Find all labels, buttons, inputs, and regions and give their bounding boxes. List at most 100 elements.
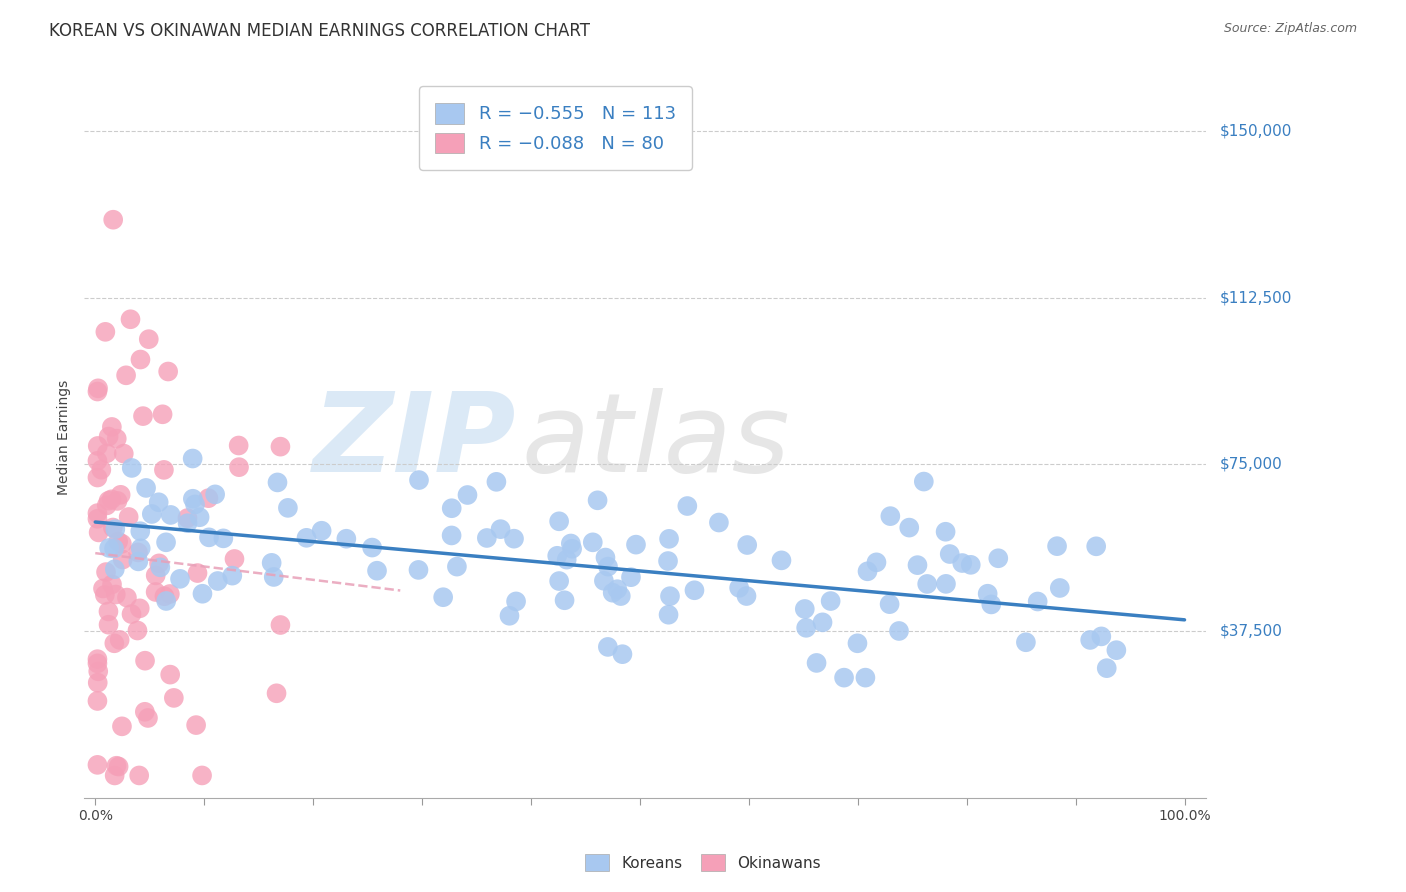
Point [186, 566, 208, 580]
Point [485, 475, 508, 489]
Point [561, 541, 583, 556]
Point [898, 520, 921, 534]
Text: KOREAN VS OKINAWAN MEDIAN EARNINGS CORRELATION CHART: KOREAN VS OKINAWAN MEDIAN EARNINGS CORRE… [49, 22, 591, 40]
Point [181, 491, 204, 506]
Point [440, 528, 463, 542]
Point [104, 588, 127, 602]
Point [1095, 661, 1118, 675]
Point [96, 446, 118, 460]
Point [184, 718, 207, 732]
Point [86, 512, 108, 526]
Y-axis label: Median Earnings: Median Earnings [58, 380, 72, 495]
Point [128, 601, 150, 615]
Point [155, 535, 177, 549]
Point [94, 565, 117, 579]
Point [1015, 635, 1038, 649]
Point [596, 640, 619, 654]
Point [595, 550, 617, 565]
Point [111, 537, 134, 551]
Point [86, 506, 108, 520]
Point [138, 332, 160, 346]
Point [98, 541, 121, 555]
Point [188, 510, 211, 524]
Text: atlas: atlas [522, 388, 790, 495]
Text: ZIP: ZIP [312, 388, 516, 495]
Point [610, 589, 633, 603]
Point [104, 768, 127, 782]
Point [176, 511, 198, 525]
Point [593, 574, 616, 588]
Point [94, 588, 117, 602]
Point [432, 591, 454, 605]
Point [770, 553, 793, 567]
Point [624, 538, 647, 552]
Point [127, 554, 149, 568]
Point [153, 589, 176, 603]
Point [935, 577, 957, 591]
Point [87, 675, 110, 690]
Point [612, 647, 634, 661]
Point [87, 525, 110, 540]
Point [335, 532, 357, 546]
Point [145, 585, 167, 599]
Point [115, 368, 138, 383]
Point [129, 524, 152, 539]
Point [100, 492, 122, 507]
Text: $112,500: $112,500 [1220, 290, 1292, 305]
Point [456, 488, 478, 502]
Point [959, 558, 981, 572]
Point [548, 514, 571, 528]
Point [554, 593, 576, 607]
Point [586, 493, 609, 508]
Point [546, 549, 568, 563]
Point [657, 607, 679, 622]
Point [980, 598, 1002, 612]
Point [90, 463, 112, 477]
Point [169, 572, 191, 586]
Point [266, 475, 288, 490]
Point [159, 667, 181, 681]
Point [108, 632, 131, 647]
Point [582, 535, 605, 549]
Point [855, 671, 877, 685]
Point [505, 594, 527, 608]
Point [659, 589, 682, 603]
Point [938, 547, 960, 561]
Point [879, 597, 901, 611]
Point [94, 325, 117, 339]
Point [118, 510, 141, 524]
Point [1046, 539, 1069, 553]
Point [475, 531, 498, 545]
Point [105, 432, 128, 446]
Point [446, 559, 468, 574]
Point [361, 541, 384, 555]
Point [560, 536, 582, 550]
Point [856, 564, 879, 578]
Point [266, 686, 288, 700]
Point [204, 487, 226, 501]
Point [555, 552, 578, 566]
Point [197, 491, 219, 505]
Point [91, 582, 114, 596]
Point [548, 574, 571, 588]
Point [976, 587, 998, 601]
Point [503, 532, 526, 546]
Point [127, 624, 149, 638]
Point [915, 577, 938, 591]
Point [155, 594, 177, 608]
Point [176, 516, 198, 530]
Point [105, 758, 128, 772]
Point [136, 711, 159, 725]
Point [101, 577, 124, 591]
Point [153, 463, 176, 477]
Point [132, 409, 155, 423]
Point [263, 570, 285, 584]
Point [728, 581, 751, 595]
Point [86, 470, 108, 484]
Point [596, 559, 619, 574]
Point [912, 475, 935, 489]
Point [1049, 581, 1071, 595]
Point [794, 621, 817, 635]
Point [1085, 539, 1108, 553]
Point [152, 407, 174, 421]
